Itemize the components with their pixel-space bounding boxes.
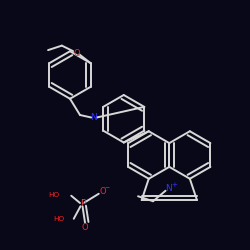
Text: −: − [104,184,110,190]
Text: +: + [171,182,177,188]
Text: HO: HO [48,192,59,198]
Text: N: N [165,184,172,193]
Text: N: N [90,113,97,122]
Text: P: P [80,199,85,208]
Text: O: O [74,48,80,58]
Text: O: O [82,224,88,232]
Text: O: O [99,187,106,196]
Text: HO: HO [53,216,64,222]
